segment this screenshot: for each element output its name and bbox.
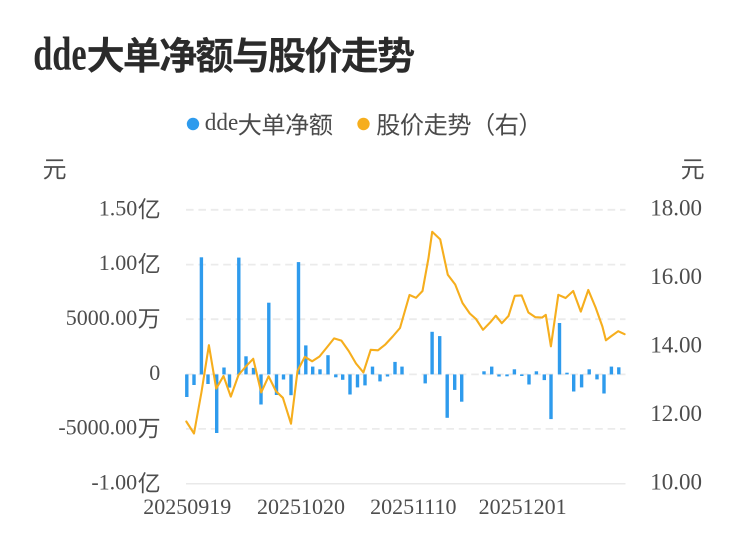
svg-text:14.00: 14.00 [650,332,702,357]
svg-text:10.00: 10.00 [650,469,702,494]
svg-text:-5000.00: -5000.00 [58,415,137,440]
svg-text:20250919: 20250919 [143,494,231,519]
svg-text:dde: dde [205,109,239,136]
svg-text:16.00: 16.00 [650,264,702,289]
svg-text:dde: dde [33,28,86,81]
svg-text:20251110: 20251110 [370,494,456,519]
svg-text:20251020: 20251020 [257,494,345,519]
svg-text:20251201: 20251201 [479,494,567,519]
svg-text:1.00: 1.00 [99,250,138,275]
svg-text:-1.00: -1.00 [91,469,137,494]
svg-text:0: 0 [149,360,160,385]
svg-text:5000.00: 5000.00 [66,305,138,330]
svg-text:1.50: 1.50 [99,195,138,220]
svg-text:18.00: 18.00 [650,195,702,220]
svg-text:12.00: 12.00 [650,401,702,426]
